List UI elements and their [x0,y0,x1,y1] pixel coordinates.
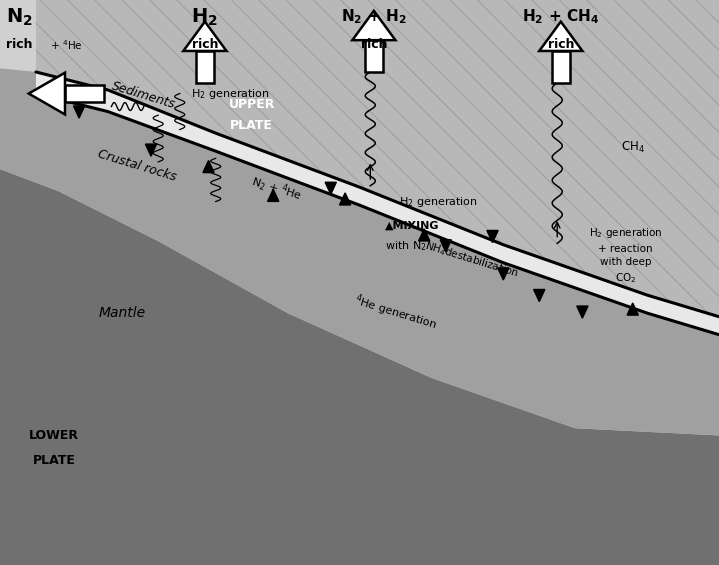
Polygon shape [267,189,279,201]
Polygon shape [339,193,351,205]
Polygon shape [0,169,719,565]
Text: UPPER: UPPER [229,98,275,111]
Polygon shape [352,11,395,40]
Text: rich: rich [6,38,32,51]
Polygon shape [0,68,719,436]
Text: LOWER: LOWER [29,429,79,442]
Polygon shape [551,51,570,82]
Polygon shape [539,21,582,51]
Text: $\mathbf{N_2}$: $\mathbf{N_2}$ [6,7,32,28]
Polygon shape [183,21,226,51]
Text: Crustal rocks: Crustal rocks [96,147,178,184]
Text: Sediments: Sediments [110,80,178,112]
Text: PLATE: PLATE [230,119,273,132]
Text: H$_2$ generation
+ reaction
with deep
CO$_2$: H$_2$ generation + reaction with deep CO… [589,227,662,285]
Polygon shape [487,231,498,242]
Text: H$_2$ generation: H$_2$ generation [399,194,478,208]
Polygon shape [365,40,383,72]
Polygon shape [440,240,452,252]
Text: rich: rich [361,38,387,51]
Polygon shape [36,0,719,334]
Text: ▲MIXING: ▲MIXING [385,220,439,231]
Polygon shape [203,160,214,172]
Text: $\mathbf{H_2}$: $\mathbf{H_2}$ [191,7,219,28]
Polygon shape [577,306,588,318]
Text: $\mathbf{H_2}$ + $\mathbf{CH_4}$: $\mathbf{H_2}$ + $\mathbf{CH_4}$ [522,7,600,26]
Polygon shape [325,182,336,194]
Text: Mantle: Mantle [99,306,146,320]
Text: with N$_2$: with N$_2$ [385,239,426,253]
Polygon shape [196,51,214,82]
Polygon shape [533,289,545,302]
Text: rich: rich [548,38,574,51]
Text: rich: rich [192,38,218,51]
Text: N$_2$ + $^4$He: N$_2$ + $^4$He [249,173,304,206]
Polygon shape [29,73,65,115]
Text: NH$_4$destabilization: NH$_4$destabilization [423,238,519,280]
Polygon shape [498,268,509,280]
Polygon shape [65,85,104,102]
Text: CH$_4$: CH$_4$ [620,140,645,155]
Text: H$_2$ generation: H$_2$ generation [191,86,270,101]
Polygon shape [145,144,157,156]
Text: PLATE: PLATE [32,454,75,467]
Polygon shape [73,106,85,118]
Polygon shape [418,229,430,241]
Polygon shape [627,303,638,315]
Text: + $^4$He: + $^4$He [50,38,83,52]
Text: $^4$He generation: $^4$He generation [352,292,439,334]
Polygon shape [36,72,719,334]
Text: $\mathbf{N_2}$ + $\mathbf{H_2}$: $\mathbf{N_2}$ + $\mathbf{H_2}$ [341,7,407,26]
